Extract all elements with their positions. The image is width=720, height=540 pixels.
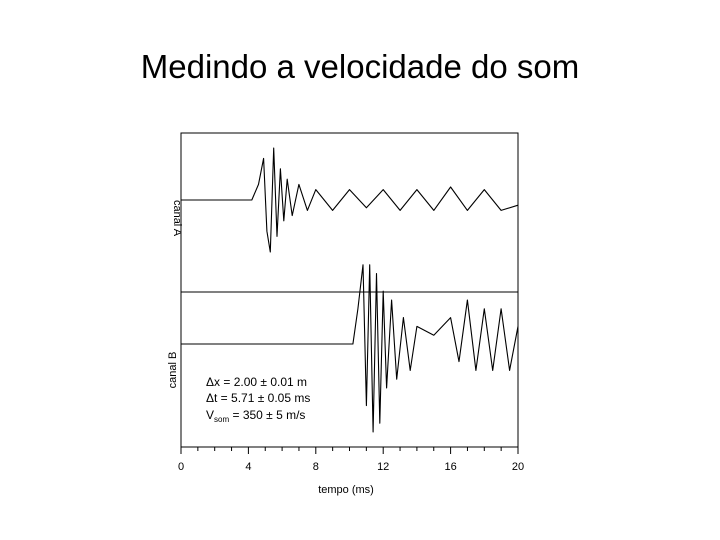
annotation-vsom: Vsom = 350 ± 5 m/s (206, 408, 305, 424)
x-tick-label: 16 (444, 461, 456, 473)
x-tick-label: 8 (313, 461, 319, 473)
x-tick-label: 20 (512, 461, 524, 473)
x-axis-label: tempo (ms) (318, 484, 374, 496)
x-tick-label: 4 (245, 461, 251, 473)
annotation-dx: Δx = 2.00 ± 0.01 m (206, 375, 307, 389)
x-tick-label: 12 (377, 461, 389, 473)
y-axis-label-canal-a: canal A (171, 200, 183, 237)
x-tick-label: 0 (178, 461, 184, 473)
trace-canal-b (181, 264, 519, 433)
y-axis-label-canal-b: canal B (167, 352, 179, 389)
annotation-block: Δx = 2.00 ± 0.01 m Δt = 5.71 ± 0.05 ms V… (206, 375, 310, 424)
traces (181, 147, 519, 433)
annotation-dt: Δt = 5.71 ± 0.05 ms (206, 391, 310, 405)
slide-title: Medindo a velocidade do som (140, 48, 580, 85)
x-axis-ticks: 0 4 8 12 16 20 (178, 447, 524, 473)
trace-canal-a (181, 147, 519, 253)
